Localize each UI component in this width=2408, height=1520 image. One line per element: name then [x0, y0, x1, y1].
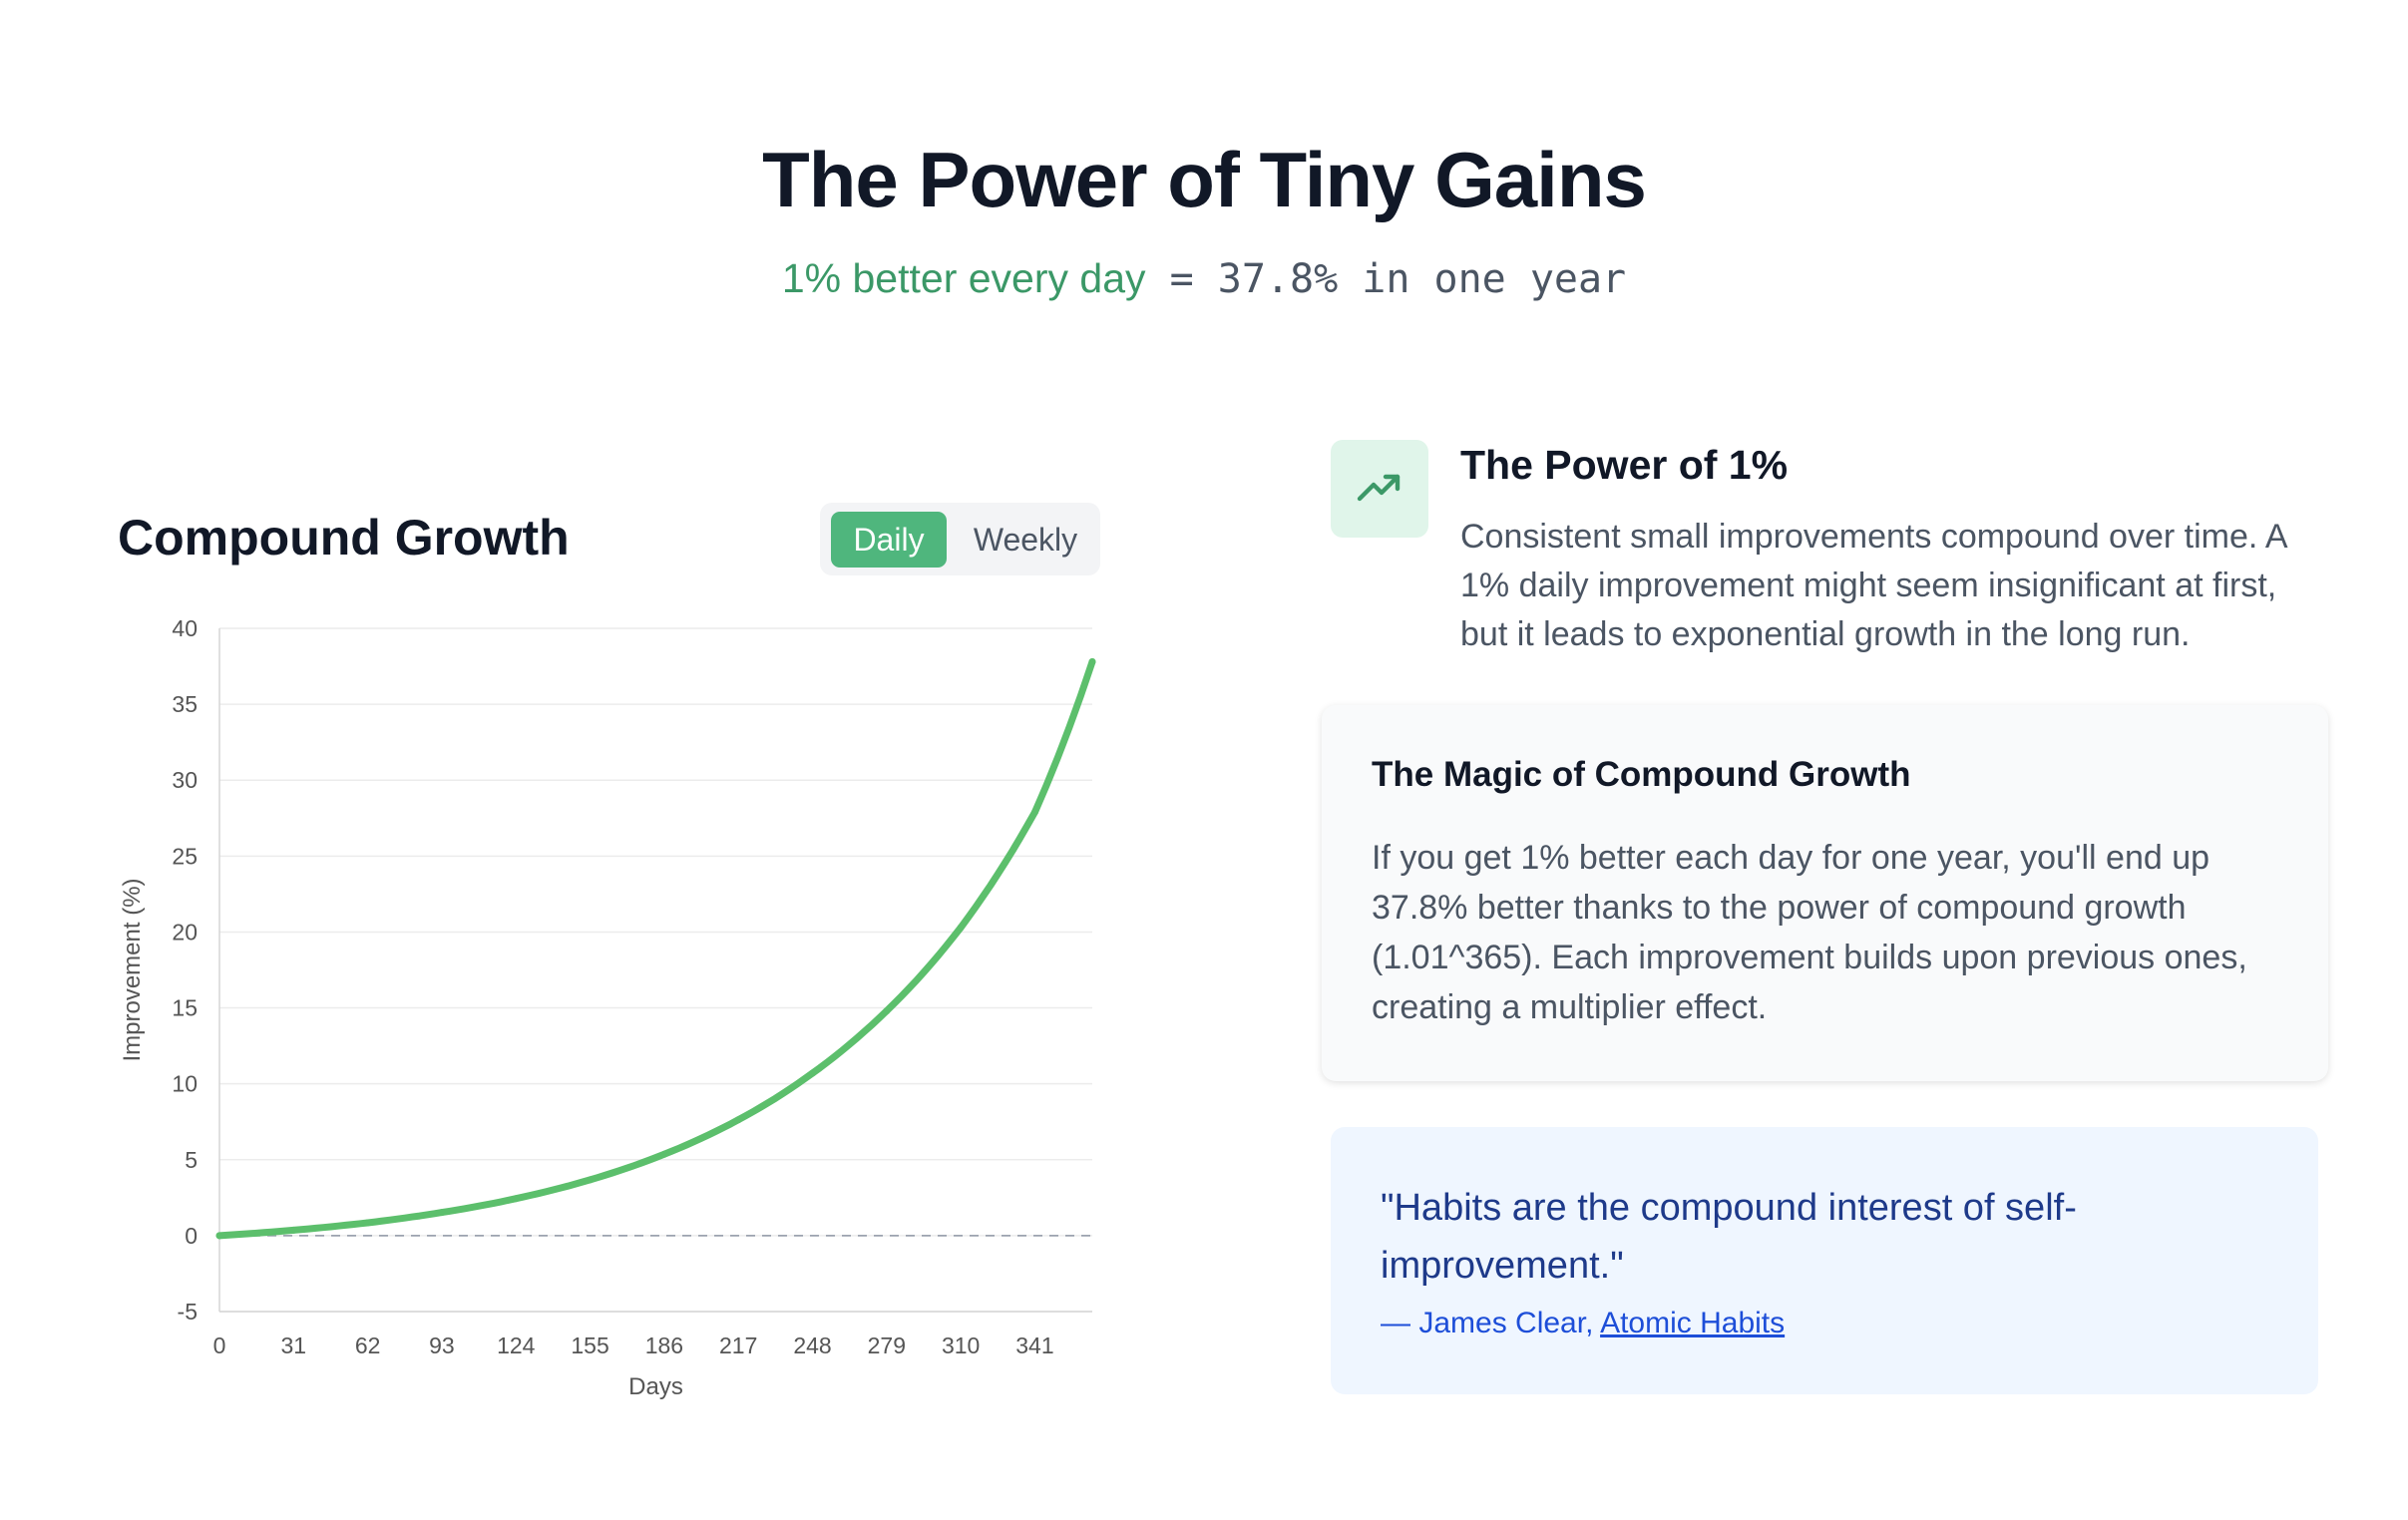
quote-attribution: — James Clear, Atomic Habits — [1381, 1307, 1785, 1340]
x-tick-label: 310 — [942, 1332, 980, 1358]
series-point — [883, 1007, 891, 1015]
y-tick-label: 15 — [172, 995, 198, 1021]
x-tick-label: 155 — [571, 1332, 608, 1358]
series-point — [660, 1150, 668, 1158]
trending-up-icon — [1357, 474, 1401, 502]
x-tick-label: 186 — [645, 1332, 683, 1358]
compound-growth-chart: -5 0 5 10 15 20 25 30 35 40 0 31 62 93 124 155 186 217 248… — [119, 615, 1096, 1400]
x-axis-label: Days — [628, 1373, 683, 1400]
x-tick-label: 124 — [497, 1332, 536, 1358]
magic-title: The Magic of Compound Growth — [1372, 755, 1911, 794]
x-tick-label: 62 — [355, 1332, 381, 1358]
x-tick-label: 341 — [1015, 1332, 1053, 1358]
y-tick-label: 20 — [172, 919, 198, 945]
series-point — [587, 1176, 595, 1184]
power-title: The Power of 1% — [1460, 442, 1789, 488]
y-tick-label: 30 — [172, 767, 198, 793]
magic-description: If you get 1% better each day for one ye… — [1372, 839, 2247, 1026]
y-tick-label: 25 — [172, 843, 198, 869]
quote-text: "Habits are the compound interest of sel… — [1381, 1187, 2077, 1287]
y-tick-label: 10 — [172, 1071, 198, 1097]
x-tick-label: 248 — [793, 1332, 831, 1358]
subtitle-highlight: 1% better every day — [781, 255, 1146, 301]
quote-card: "Habits are the compound interest of sel… — [1331, 1127, 2318, 1394]
series-point — [512, 1195, 520, 1203]
series-point — [957, 924, 965, 932]
daily-toggle-button[interactable]: Daily — [831, 512, 947, 568]
x-tick-label: 217 — [719, 1332, 757, 1358]
weekly-toggle-button[interactable]: Weekly — [973, 522, 1078, 558]
book-link[interactable]: Atomic Habits — [1600, 1307, 1786, 1339]
series-point — [289, 1226, 297, 1234]
magic-card: The Magic of Compound Growth If you get … — [1322, 705, 2328, 1081]
series-point — [1030, 808, 1038, 816]
series-point — [1088, 657, 1096, 665]
y-tick-label: 5 — [185, 1147, 198, 1173]
y-tick-label: 35 — [172, 691, 198, 717]
y-tick-label: -5 — [178, 1299, 198, 1325]
x-tick-label: 93 — [429, 1332, 455, 1358]
subtitle-formula: = 37.8% in one year — [1145, 256, 1627, 302]
y-axis-label: Improvement (%) — [119, 878, 146, 1061]
period-toggle: Daily Weekly — [820, 503, 1100, 575]
series-point — [734, 1116, 742, 1124]
page-subtitle: 1% better every day = 37.8% in one year — [0, 255, 2408, 302]
quote-author: — James Clear, — [1381, 1307, 1601, 1339]
x-tick-label: 279 — [868, 1332, 906, 1358]
series-point — [364, 1219, 372, 1227]
y-tick-label: 40 — [172, 615, 198, 641]
trending-up-icon-box — [1331, 440, 1428, 538]
series-line — [215, 658, 1096, 1240]
power-description: Consistent small improvements compound o… — [1460, 518, 2286, 653]
series-point — [809, 1069, 817, 1077]
y-tick-label: 0 — [185, 1223, 198, 1249]
x-tick-label: 31 — [281, 1332, 307, 1358]
series-point — [438, 1209, 446, 1217]
page-title: The Power of Tiny Gains — [762, 136, 1647, 223]
series-point — [215, 1232, 223, 1240]
chart-title: Compound Growth — [118, 510, 570, 566]
x-tick-label: 0 — [213, 1332, 226, 1358]
